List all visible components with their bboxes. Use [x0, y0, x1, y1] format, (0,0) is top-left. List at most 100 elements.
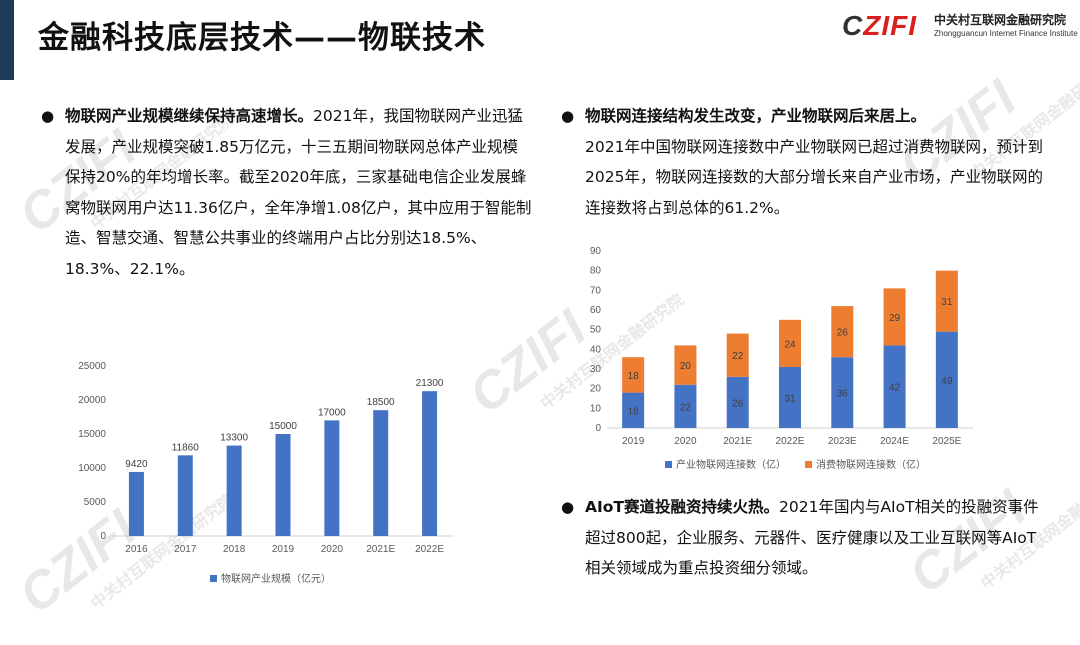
x-tick-label: 2021E — [723, 436, 752, 447]
bar — [226, 445, 242, 536]
logo-english-name: Zhongguancun Internet Finance Institute — [934, 29, 1078, 38]
x-tick-label: 2022E — [415, 544, 444, 555]
bar — [726, 376, 749, 428]
x-tick-label: 2025E — [932, 436, 961, 447]
bar — [622, 392, 645, 428]
section-body: 2021年，我国物联网产业迅猛发展，产业规模突破1.85万亿元，十三五期间物联网… — [65, 107, 532, 278]
x-tick-label: 2022E — [776, 436, 805, 447]
y-tick-label: 70 — [590, 285, 602, 296]
y-tick-label: 5000 — [84, 497, 107, 508]
x-tick-label: 2018 — [223, 544, 246, 555]
data-label: 11860 — [172, 442, 200, 453]
section-heading: AIoT赛道投融资持续火热。 — [585, 498, 779, 516]
y-tick-label: 40 — [590, 344, 602, 355]
data-label: 42 — [889, 383, 901, 394]
data-label: 18500 — [367, 397, 395, 408]
bar — [883, 345, 906, 428]
y-tick-label: 15000 — [78, 429, 106, 440]
x-tick-label: 2017 — [174, 544, 197, 555]
data-label: 17000 — [318, 407, 346, 418]
bar — [779, 319, 801, 368]
data-label: 13300 — [220, 433, 248, 444]
x-tick-label: 2019 — [622, 436, 645, 447]
y-tick-label: 20000 — [78, 395, 106, 406]
bar — [831, 357, 854, 428]
logo-mark-c: C — [842, 10, 864, 41]
section-aiot-investment: ● AIoT赛道投融资持续火热。2021年国内与AIoT相关的投融资事件超过80… — [561, 492, 1045, 584]
bar — [177, 455, 193, 536]
y-tick-label: 20 — [590, 384, 602, 395]
data-label: 24 — [784, 339, 796, 350]
y-tick-label: 60 — [590, 305, 602, 316]
data-label: 9420 — [125, 459, 148, 470]
section-iot-scale: ● 物联网产业规模继续保持高速增长。2021年，我国物联网产业迅猛发展，产业规模… — [41, 101, 533, 284]
legend-label: 消费物联网连接数（亿） — [816, 458, 926, 471]
bar — [935, 270, 958, 332]
data-label: 26 — [732, 398, 744, 409]
x-tick-label: 2019 — [272, 544, 295, 555]
bar — [674, 384, 697, 428]
legend-swatch — [665, 461, 672, 468]
logo-chinese-name: 中关村互联网金融研究院 — [934, 13, 1067, 27]
y-tick-label: 10000 — [78, 463, 106, 474]
bullet-icon: ● — [561, 107, 575, 125]
data-label: 21300 — [416, 378, 444, 389]
bar — [373, 410, 389, 536]
y-tick-label: 0 — [100, 531, 106, 542]
x-tick-label: 2024E — [880, 436, 909, 447]
bar — [324, 420, 340, 536]
y-tick-label: 10 — [590, 403, 602, 414]
y-tick-label: 50 — [590, 325, 602, 336]
bar — [674, 345, 697, 385]
bar — [622, 357, 645, 393]
bar — [422, 391, 438, 536]
iot-connections-chart: 0 10 20 30 40 50 60 70 80 90 2019 18 18 2020 22 20 2021E… — [590, 246, 973, 471]
legend-swatch — [805, 461, 812, 468]
data-label: 22 — [732, 351, 744, 362]
x-tick-label: 2016 — [125, 544, 148, 555]
bar — [779, 367, 801, 428]
y-tick-label: 30 — [590, 364, 602, 375]
data-label: 26 — [837, 328, 849, 339]
section-body: 2021年国内与AIoT相关的投融资事件超过800起，企业服务、元器件、医疗健康… — [585, 498, 1039, 577]
bar — [726, 333, 749, 377]
x-tick-label: 2020 — [321, 544, 344, 555]
data-label: 15000 — [269, 421, 297, 432]
legend-label: 物联网产业规模（亿元） — [221, 572, 331, 585]
data-label: 20 — [680, 361, 692, 372]
section-connection-structure: ● 物联网连接结构发生改变，产业物联网后来居上。 2021年中国物联网连接数中产业… — [561, 101, 1045, 223]
data-label: 22 — [680, 402, 692, 413]
x-tick-label: 2023E — [828, 436, 857, 447]
bar — [831, 306, 854, 358]
iot-industry-scale-chart: 0 5000 10000 15000 20000 25000 2016 9420 2017 118… — [78, 361, 454, 585]
logo-mark-rest: ZIFI — [863, 10, 917, 41]
y-tick-label: 25000 — [78, 361, 106, 372]
data-label: 49 — [941, 376, 953, 387]
section-heading: 物联网产业规模继续保持高速增长。 — [65, 107, 314, 125]
data-label: 29 — [889, 313, 901, 324]
y-tick-label: 0 — [595, 423, 601, 434]
section-heading: 物联网连接结构发生改变，产业物联网后来居上。 — [585, 107, 927, 125]
legend-swatch — [210, 575, 217, 582]
page-title: 金融科技底层技术——物联技术 — [38, 20, 486, 56]
x-tick-label: 2021E — [366, 544, 395, 555]
bullet-icon: ● — [561, 498, 575, 516]
data-label: 18 — [628, 406, 640, 417]
data-label: 31 — [784, 394, 796, 405]
bar — [275, 434, 291, 536]
bar — [883, 288, 906, 346]
logo-mark: CZIFI — [842, 10, 917, 42]
bar — [128, 471, 144, 536]
logo: CZIFI 中关村互联网金融研究院 Zhongguancun Internet … — [842, 8, 1078, 44]
y-tick-label: 80 — [590, 266, 602, 277]
y-tick-label: 90 — [590, 246, 602, 257]
data-label: 18 — [628, 371, 640, 382]
data-label: 36 — [837, 389, 849, 400]
data-label: 31 — [941, 297, 953, 308]
section-body: 2021年中国物联网连接数中产业物联网已超过消费物联网，预计到2025年，物联网… — [585, 137, 1043, 217]
legend-label: 产业物联网连接数（亿） — [676, 458, 786, 471]
bullet-icon: ● — [41, 107, 55, 125]
x-tick-label: 2020 — [674, 436, 697, 447]
bar — [935, 331, 958, 428]
left-accent-bar — [0, 0, 14, 80]
